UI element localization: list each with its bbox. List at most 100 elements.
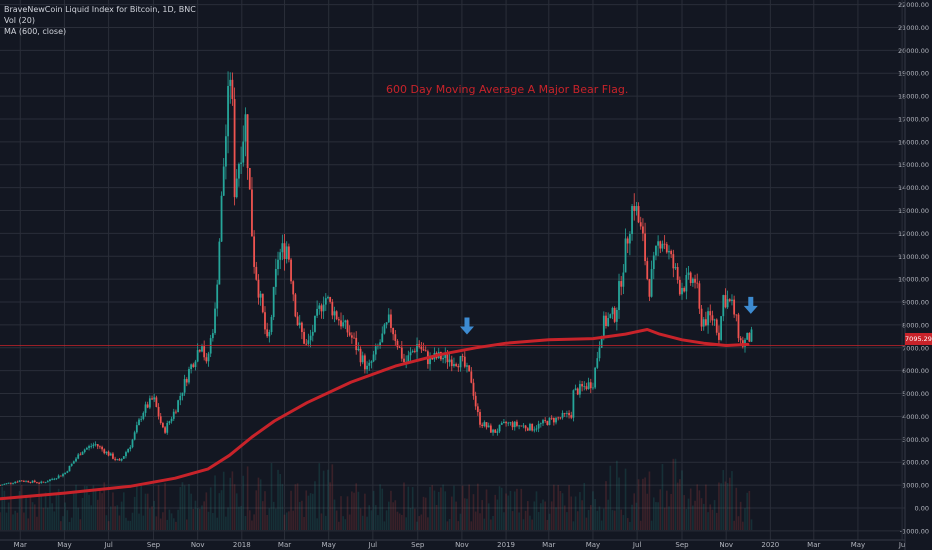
volume-bar xyxy=(518,512,520,530)
volume-bar xyxy=(301,500,303,530)
volume-bar xyxy=(705,484,707,530)
volume-bar xyxy=(526,501,529,530)
volume-bar xyxy=(55,494,58,530)
x-tick-label: Jul xyxy=(368,541,378,549)
volume-bar xyxy=(157,485,160,530)
candle-body xyxy=(505,421,507,424)
candle-body xyxy=(64,472,67,475)
volume-bar xyxy=(461,485,464,530)
volume-bar xyxy=(253,514,255,530)
candle-body xyxy=(724,295,727,308)
candle-body xyxy=(94,444,97,445)
volume-bar xyxy=(637,479,640,530)
candle-body xyxy=(587,382,590,390)
volume-bar xyxy=(201,505,203,530)
candle-body xyxy=(600,337,603,348)
candle-body xyxy=(207,353,210,362)
volume-bar xyxy=(96,499,99,530)
candle-body xyxy=(563,412,566,414)
candle-body xyxy=(327,296,329,299)
candle-body xyxy=(357,348,360,351)
candle-body xyxy=(702,319,705,327)
legend-symbol[interactable]: BraveNewCoin Liquid Index for Bitcoin, 1… xyxy=(4,5,196,14)
volume-bar xyxy=(73,491,75,530)
candle-body xyxy=(159,416,162,424)
candle-body xyxy=(16,481,19,483)
volume-bar xyxy=(742,521,744,530)
candle-body xyxy=(122,456,125,459)
candle-body xyxy=(429,355,431,365)
y-tick-label: 4000.00 xyxy=(902,413,929,421)
volume-bar xyxy=(392,502,394,530)
volume-bar xyxy=(603,508,605,530)
chart-annotation[interactable]: 600 Day Moving Average A Major Bear Flag… xyxy=(386,83,629,96)
volume-bar xyxy=(322,470,325,530)
candle-body xyxy=(140,418,143,420)
volume-bar xyxy=(346,496,349,530)
volume-bar xyxy=(724,481,727,530)
candle-body xyxy=(251,189,253,237)
candle-body xyxy=(694,278,696,283)
candle-body xyxy=(246,114,249,169)
volume-bar xyxy=(57,488,60,530)
y-tick-label: 2000.00 xyxy=(902,459,929,467)
volume-bar xyxy=(383,521,386,530)
volume-bar xyxy=(681,470,683,530)
volume-bar xyxy=(670,493,672,530)
volume-bar xyxy=(418,516,420,530)
volume-bar xyxy=(212,513,214,530)
candle-body xyxy=(678,279,681,295)
volume-bar xyxy=(661,463,664,530)
chart-legend: BraveNewCoin Liquid Index for Bitcoin, 1… xyxy=(4,4,196,37)
candle-body xyxy=(75,458,77,462)
candle-body xyxy=(279,252,282,260)
volume-bar xyxy=(503,512,505,530)
candle-body xyxy=(274,269,277,287)
candle-body xyxy=(342,322,345,327)
candle-body xyxy=(448,359,451,363)
candle-body xyxy=(42,481,45,483)
y-tick-label: 12000.00 xyxy=(898,230,929,238)
volume-bar xyxy=(194,500,197,530)
candle-body xyxy=(746,332,749,340)
volume-bar xyxy=(120,501,123,530)
legend-volume[interactable]: Vol (20) xyxy=(4,16,35,25)
candle-body xyxy=(544,420,547,422)
candle-body xyxy=(220,195,223,242)
candle-body xyxy=(609,314,612,319)
volume-bar xyxy=(674,458,677,530)
volume-bar xyxy=(268,508,271,530)
candle-body xyxy=(624,238,627,273)
candle-body xyxy=(526,428,529,431)
volume-bar xyxy=(14,510,17,530)
volume-bar xyxy=(683,495,685,530)
volume-bar xyxy=(5,512,8,530)
down-arrow-2-icon[interactable] xyxy=(743,296,758,314)
candle-body xyxy=(218,241,221,285)
down-arrow-1-icon[interactable] xyxy=(459,317,474,335)
volume-bar xyxy=(390,490,392,530)
legend-ma[interactable]: MA (600, close) xyxy=(4,27,67,36)
candle-body xyxy=(713,319,716,321)
volume-bar xyxy=(290,490,292,530)
candle-body xyxy=(99,446,101,448)
volume-bar xyxy=(492,515,494,530)
candle-body xyxy=(268,332,271,337)
volume-bar xyxy=(466,498,468,530)
candle-body xyxy=(398,347,401,348)
volume-bar xyxy=(407,486,410,530)
volume-bar xyxy=(133,496,136,530)
x-tick-label: Mar xyxy=(807,541,820,549)
volume-bar xyxy=(27,518,30,530)
candle-body xyxy=(583,386,586,388)
candle-body xyxy=(576,388,579,395)
candle-body xyxy=(700,308,703,327)
candle-body xyxy=(298,322,301,326)
candle-body xyxy=(290,259,292,282)
volume-bar xyxy=(325,515,327,530)
volume-bar xyxy=(424,497,427,530)
candle-body xyxy=(185,379,188,383)
candle-body xyxy=(68,465,71,472)
candle-body xyxy=(711,315,714,321)
